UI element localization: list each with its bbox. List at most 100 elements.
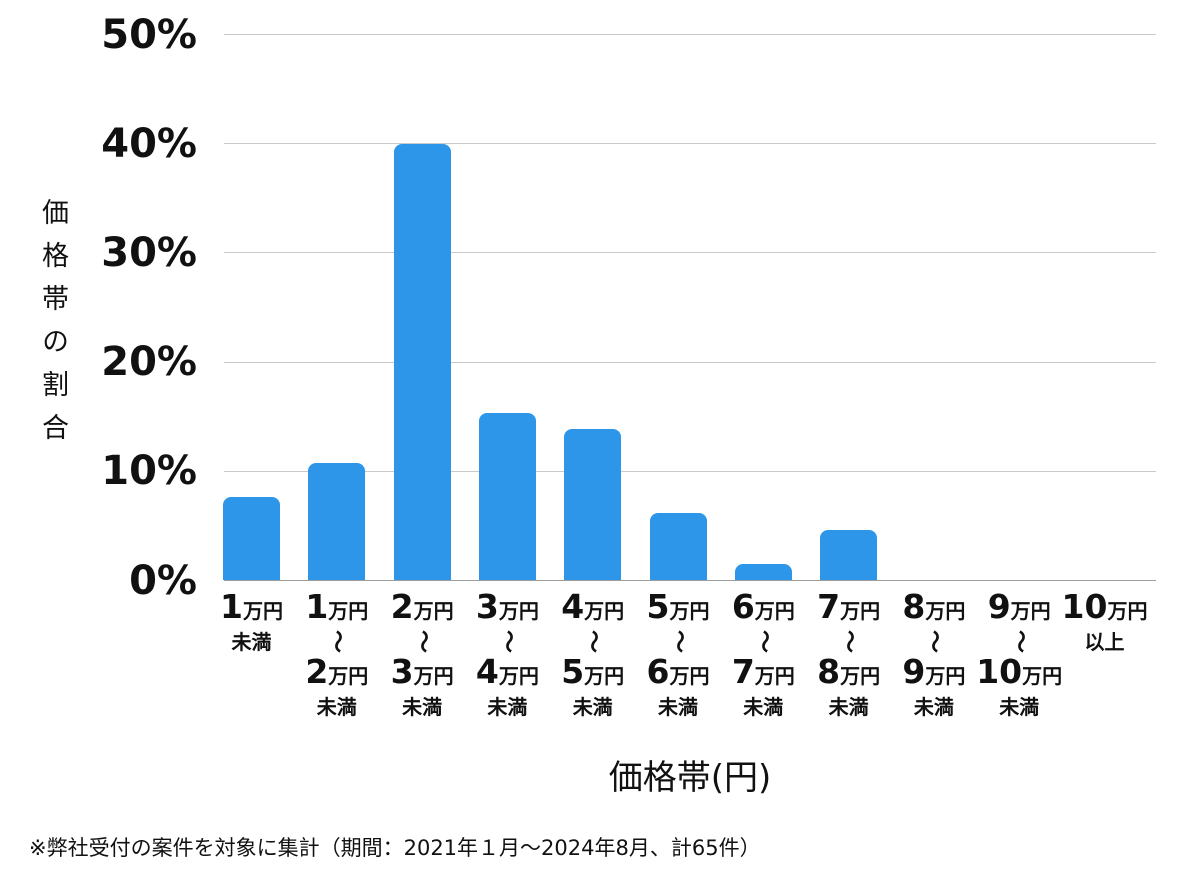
x-tick-line: 4万円 [538,589,648,629]
x-tick-label: 3万円〜 4万円 未満 [452,589,562,720]
y-axis-title: 価格帯の割合 [37,198,68,456]
x-tick-unit: 万円 [840,599,881,623]
x-tick-label: 7万円〜 8万円 未満 [794,589,904,720]
x-tick-unit: 万円 [925,599,966,623]
x-tick-unit: 万円 [328,664,369,688]
x-tick-line: 3万円 [452,589,562,629]
x-tick-qualifier: 未満 [913,695,954,719]
x-tick-label: 5万円〜 6万円 未満 [623,589,733,720]
x-tick-unit: 万円 [1107,599,1148,623]
y-tick-label: 30% [101,230,197,277]
tilde-glyph: 〜 [921,630,948,653]
x-tick-unit: 万円 [925,664,966,688]
x-tick-qualifier: 未満 [487,695,528,719]
x-tick-unit: 万円 [242,599,283,623]
x-tick-unit: 万円 [498,599,539,623]
x-tick-number: 9 [902,652,926,691]
x-tick-line: 9万円 [964,589,1074,629]
x-tick-line: 6万円 [708,589,818,629]
chart-footnote: ※弊社受付の案件を対象に集計（期間：2021年１月～2024年8月、計65件） [29,836,761,860]
x-tick-label: 8万円〜 9万円 未満 [879,589,989,720]
x-tick-line: 10万円 [964,654,1074,694]
x-tick-line: 7万円 [708,654,818,694]
x-tick-line: 8万円 [879,589,989,629]
grid-line [224,143,1156,145]
x-tick-number: 3 [390,652,414,691]
x-tick-qualifier: 未満 [658,695,698,719]
x-tick-unit: 万円 [1022,664,1063,688]
x-tick-label: 6万円〜 7万円 未満 [708,589,818,720]
x-tick-number: 5 [561,652,585,691]
tilde-glyph: 〜 [409,630,436,653]
x-tick-label: 9万円〜 10万円 未満 [964,589,1074,720]
x-tick-line: 3万円 [367,654,477,694]
y-tick-label: 0% [129,557,197,604]
x-tick-number: 8 [902,587,926,626]
x-tick-number: 2 [305,652,329,691]
x-tick-line: 8万円 [794,654,904,694]
y-tick-label: 20% [101,339,197,386]
x-tick-unit: 万円 [413,664,454,688]
x-tick-label: 4万円〜 5万円 未満 [538,589,648,720]
x-tick-unit: 万円 [413,599,454,623]
grid-line [224,470,1156,472]
x-tick-number: 6 [646,652,670,691]
bar [734,563,792,581]
x-tick-unit: 万円 [328,599,369,623]
bar [308,462,366,581]
tilde-glyph: 〜 [836,630,863,653]
x-tick-qualifier: 以上 [1084,630,1125,654]
bar [820,530,878,581]
x-tick-label: 10万円 以上 [1050,589,1160,655]
x-tick-qualifier: 未満 [999,695,1040,719]
x-tick-unit: 万円 [1010,599,1051,623]
x-tick-number: 9 [987,587,1011,626]
bar [564,429,622,581]
bar [223,496,280,581]
x-tick-qualifier: 未満 [572,695,613,719]
x-tick-qualifier: 未満 [828,695,869,719]
x-axis-baseline [224,579,1156,581]
x-tick-number: 10 [1061,587,1108,626]
x-tick-line: 2万円 [282,654,392,694]
bar [649,513,707,581]
y-tick-label: 40% [101,121,197,168]
x-tick-qualifier: 未満 [743,695,784,719]
x-tick-number: 7 [731,652,755,691]
x-tick-line: 5万円 [623,589,733,629]
x-tick-line: 1万円 [282,589,392,629]
x-tick-qualifier: 未満 [231,630,272,654]
tilde-glyph: 〜 [580,630,607,653]
x-tick-unit: 万円 [498,664,539,688]
x-tick-number: 2 [390,587,414,626]
x-tick-unit: 万円 [669,664,710,688]
grid-line [224,252,1156,254]
x-tick-unit: 万円 [840,664,881,688]
x-tick-number: 4 [561,587,585,626]
y-tick-label: 10% [101,448,197,495]
x-tick-line: 10万円 [1050,589,1160,629]
tilde-glyph: 〜 [1006,630,1033,653]
bar [393,144,451,581]
x-tick-number: 7 [817,587,841,626]
x-tick-line: 6万円 [623,654,733,694]
x-tick-label: 2万円〜 3万円 未満 [367,589,477,720]
x-tick-label: 1万円〜 2万円 未満 [282,589,392,720]
x-tick-number: 1 [305,587,329,626]
x-tick-line: 7万円 [794,589,904,629]
tilde-glyph: 〜 [324,630,351,653]
x-tick-number: 8 [817,652,841,691]
x-tick-line: 5万円 [538,654,648,694]
x-axis-title: 価格帯(円) [608,758,772,798]
x-tick-number: 10 [976,652,1023,691]
tilde-glyph: 〜 [494,630,521,653]
x-tick-qualifier: 未満 [316,695,357,719]
x-tick-number: 6 [731,587,755,626]
x-tick-line: 9万円 [879,654,989,694]
x-tick-unit: 万円 [669,599,710,623]
grid-line [224,34,1156,36]
x-tick-unit: 万円 [754,599,795,623]
tilde-glyph: 〜 [750,630,777,653]
x-tick-unit: 万円 [754,664,795,688]
